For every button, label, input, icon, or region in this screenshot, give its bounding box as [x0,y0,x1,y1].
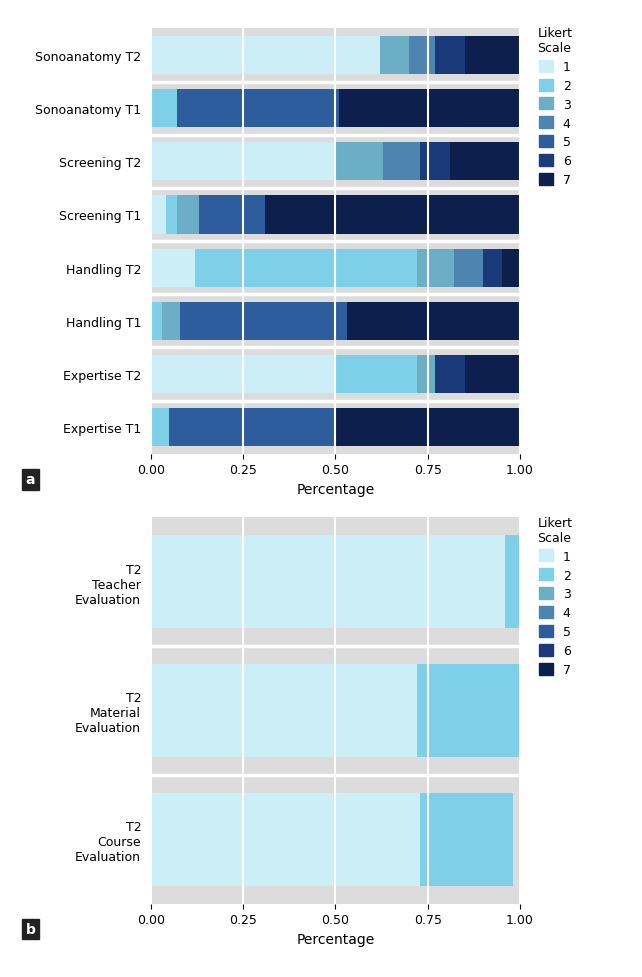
Bar [199,196,265,234]
Bar [151,356,335,394]
Bar [166,196,177,234]
Bar [195,249,417,287]
Bar [151,664,417,757]
X-axis label: Percentage: Percentage [297,483,374,496]
Bar [483,249,501,287]
Bar [162,302,180,341]
Bar [335,143,383,182]
Bar [339,90,520,128]
Bar [417,249,453,287]
Bar [151,302,162,341]
Bar [380,37,410,75]
Bar [180,302,347,341]
Bar [421,793,512,886]
Bar [347,302,520,341]
Bar [465,356,520,394]
Bar [151,37,380,75]
X-axis label: Percentage: Percentage [297,932,374,946]
Bar [169,408,336,446]
Bar [265,196,520,234]
Bar [177,196,199,234]
Bar [505,535,520,628]
Bar [335,408,520,446]
Bar [151,143,335,182]
Bar [465,37,520,75]
Bar [453,249,483,287]
Bar [417,356,435,394]
Bar [417,664,520,757]
Text: a: a [26,473,35,487]
Legend: 1, 2, 3, 4, 5, 6, 7: 1, 2, 3, 4, 5, 6, 7 [537,27,573,187]
Bar [151,408,169,446]
Bar [335,356,417,394]
Bar [410,37,435,75]
Bar [151,249,195,287]
Bar [151,535,505,628]
Bar [435,356,465,394]
Text: b: b [26,922,35,936]
Bar [501,249,520,287]
Bar [151,793,421,886]
Bar [151,196,166,234]
Bar [151,90,177,128]
Bar [383,143,421,182]
Bar [177,90,339,128]
Legend: 1, 2, 3, 4, 5, 6, 7: 1, 2, 3, 4, 5, 6, 7 [537,516,573,676]
Bar [421,143,450,182]
Bar [450,143,520,182]
Bar [435,37,465,75]
